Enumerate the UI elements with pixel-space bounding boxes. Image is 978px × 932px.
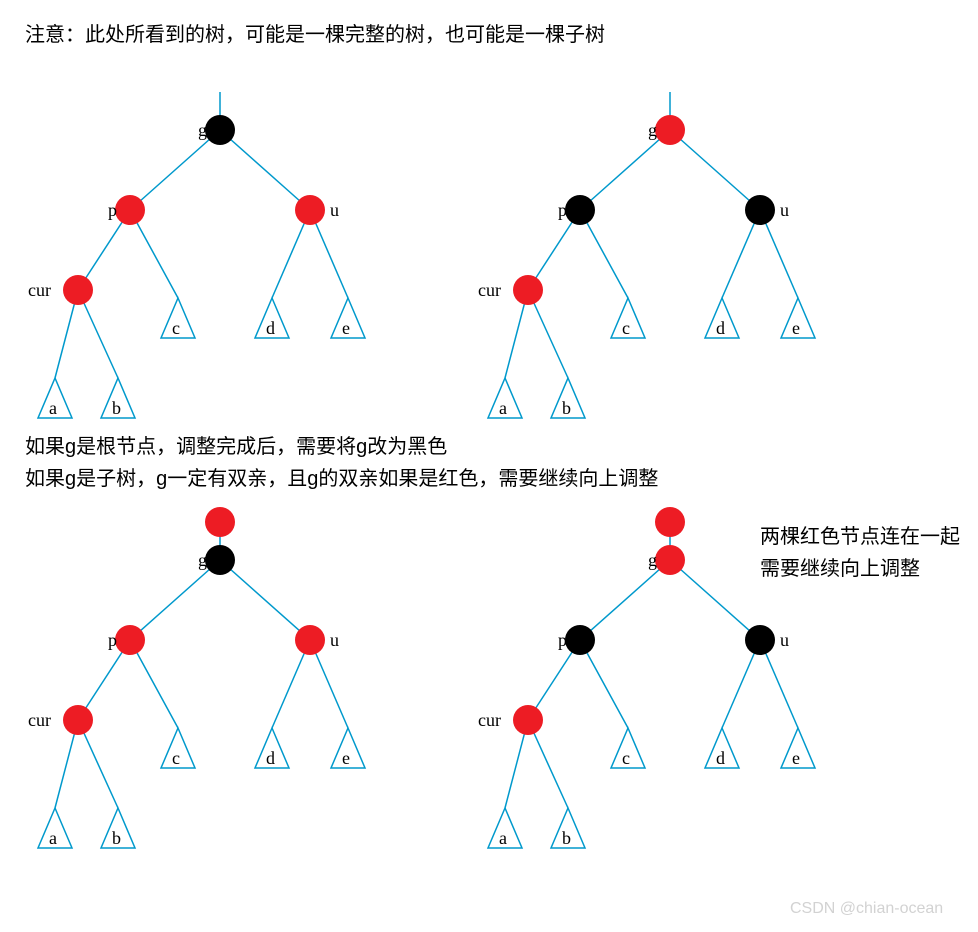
tree0-tri-a-label: a xyxy=(49,398,57,419)
tree1-tri-d-label: d xyxy=(716,318,725,339)
tree2-g-label: g xyxy=(198,550,207,571)
tree0-tri-d-label: d xyxy=(266,318,275,339)
tree2-p-label: p xyxy=(108,630,117,651)
tree2-tri-b-label: b xyxy=(112,828,121,849)
tree0-tri-b-label: b xyxy=(112,398,121,419)
tree2-tri-a-label: a xyxy=(49,828,57,849)
tree1-g-node xyxy=(655,115,685,145)
tree1-cur-node xyxy=(513,275,543,305)
tree3-p-label: p xyxy=(558,630,567,651)
tree2-p-node xyxy=(115,625,145,655)
tree3-cur-node xyxy=(513,705,543,735)
tree2-cur-label: cur xyxy=(28,710,51,731)
tree1-u-label: u xyxy=(780,200,789,221)
watermark: CSDN @chian-ocean xyxy=(790,900,943,918)
tree3-g-node xyxy=(655,545,685,575)
tree3-g-label: g xyxy=(648,550,657,571)
tree1-tri-a-label: a xyxy=(499,398,507,419)
tree2-cur-node xyxy=(63,705,93,735)
caption-mid-1: 如果g是根节点，调整完成后，需要将g改为黑色 xyxy=(25,430,447,459)
tree1-tri-b-label: b xyxy=(562,398,571,419)
side-note-2: 需要继续向上调整 xyxy=(760,552,920,581)
tree0-cur-node xyxy=(63,275,93,305)
tree0-tri-e-label: e xyxy=(342,318,350,339)
tree2-tri-e-label: e xyxy=(342,748,350,769)
tree3-tri-a-label: a xyxy=(499,828,507,849)
tree2-g-node xyxy=(205,545,235,575)
tree1-g-label: g xyxy=(648,120,657,141)
side-note-1: 两棵红色节点连在一起 xyxy=(760,520,960,549)
tree2-u-node xyxy=(295,625,325,655)
caption-mid-2: 如果g是子树，g一定有双亲，且g的双亲如果是红色，需要继续向上调整 xyxy=(25,462,658,491)
tree3-p-node xyxy=(565,625,595,655)
tree3-tri-c-label: c xyxy=(622,748,630,769)
tree0-p-label: p xyxy=(108,200,117,221)
tree3-cur-label: cur xyxy=(478,710,501,731)
tree0-u-node xyxy=(295,195,325,225)
caption-top: 注意：此处所看到的树，可能是一棵完整的树，也可能是一棵子树 xyxy=(25,18,605,47)
tree2-tri-c-label: c xyxy=(172,748,180,769)
tree3-u-label: u xyxy=(780,630,789,651)
tree3-u-node xyxy=(745,625,775,655)
tree1-cur-label: cur xyxy=(478,280,501,301)
tree1-u-node xyxy=(745,195,775,225)
tree2-u-label: u xyxy=(330,630,339,651)
tree2-tri-d-label: d xyxy=(266,748,275,769)
tree2-parent-node xyxy=(205,507,235,537)
tree0-g-label: g xyxy=(198,120,207,141)
tree1-p-node xyxy=(565,195,595,225)
tree0-p-node xyxy=(115,195,145,225)
tree1-tri-c-label: c xyxy=(622,318,630,339)
tree0-g-node xyxy=(205,115,235,145)
tree1-tri-e-label: e xyxy=(792,318,800,339)
tree0-tri-c-label: c xyxy=(172,318,180,339)
tree3-tri-e-label: e xyxy=(792,748,800,769)
tree1-p-label: p xyxy=(558,200,567,221)
tree3-parent-node xyxy=(655,507,685,537)
tree0-cur-label: cur xyxy=(28,280,51,301)
tree3-tri-d-label: d xyxy=(716,748,725,769)
tree0-u-label: u xyxy=(330,200,339,221)
tree3-tri-b-label: b xyxy=(562,828,571,849)
